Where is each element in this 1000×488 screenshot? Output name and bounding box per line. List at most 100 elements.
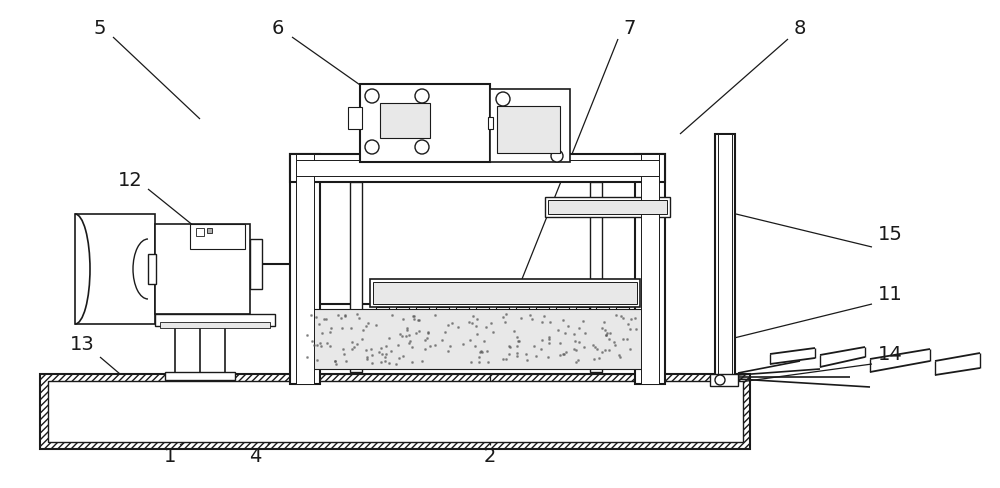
Point bbox=[364, 351, 380, 359]
Point bbox=[509, 343, 525, 350]
Bar bbox=[536, 307, 549, 337]
Point bbox=[518, 350, 534, 358]
Bar bbox=[548, 201, 667, 215]
Point bbox=[427, 341, 443, 349]
Point bbox=[440, 347, 456, 355]
Point bbox=[577, 330, 593, 338]
Point bbox=[555, 317, 571, 325]
Point bbox=[509, 349, 525, 357]
Circle shape bbox=[496, 93, 510, 107]
Bar bbox=[616, 307, 629, 337]
Point bbox=[467, 342, 483, 350]
Point bbox=[312, 339, 328, 346]
Point bbox=[390, 342, 406, 349]
Point bbox=[364, 359, 380, 367]
Point bbox=[497, 319, 513, 327]
Point bbox=[349, 341, 365, 348]
Point bbox=[615, 315, 631, 323]
Point bbox=[571, 325, 587, 332]
Point bbox=[437, 328, 453, 336]
Point bbox=[414, 357, 430, 365]
Point bbox=[465, 313, 481, 321]
Bar bbox=[296, 161, 659, 177]
Point bbox=[351, 314, 367, 322]
Point bbox=[464, 319, 480, 327]
Point bbox=[328, 360, 344, 367]
Point bbox=[358, 346, 374, 354]
Point bbox=[566, 331, 582, 339]
Bar bbox=[290, 155, 320, 384]
Point bbox=[392, 330, 408, 338]
Point bbox=[381, 359, 397, 367]
Point bbox=[587, 344, 603, 351]
Bar bbox=[545, 198, 670, 218]
Point bbox=[594, 348, 610, 356]
Point bbox=[440, 321, 456, 329]
Point bbox=[597, 346, 613, 354]
Point bbox=[334, 325, 350, 332]
Point bbox=[336, 350, 352, 358]
Point bbox=[623, 315, 639, 323]
Bar bbox=[160, 323, 270, 328]
Point bbox=[304, 338, 320, 346]
Point bbox=[349, 311, 365, 319]
Point bbox=[322, 328, 338, 336]
Point bbox=[498, 355, 514, 363]
Point bbox=[455, 340, 471, 348]
Point bbox=[606, 338, 622, 346]
Point bbox=[601, 346, 617, 354]
Bar bbox=[596, 307, 609, 337]
Text: 8: 8 bbox=[794, 19, 806, 38]
Text: 14: 14 bbox=[878, 345, 902, 364]
Point bbox=[373, 358, 389, 366]
Point bbox=[555, 350, 571, 358]
Bar bbox=[635, 155, 665, 384]
Point bbox=[323, 324, 339, 332]
Point bbox=[395, 315, 411, 323]
Point bbox=[468, 323, 484, 331]
Text: 1: 1 bbox=[164, 446, 176, 465]
Point bbox=[473, 348, 489, 356]
Point bbox=[469, 330, 485, 338]
Circle shape bbox=[365, 141, 379, 155]
Point bbox=[408, 329, 424, 337]
Text: 5: 5 bbox=[94, 19, 106, 38]
Point bbox=[378, 343, 394, 350]
Point bbox=[479, 347, 495, 355]
Bar bbox=[490, 90, 570, 163]
Point bbox=[318, 315, 334, 323]
Point bbox=[552, 351, 568, 359]
Point bbox=[622, 345, 638, 353]
Bar bbox=[556, 307, 569, 337]
Point bbox=[534, 319, 550, 326]
Point bbox=[627, 314, 643, 322]
Circle shape bbox=[551, 151, 563, 163]
Point bbox=[611, 351, 627, 359]
Text: 12: 12 bbox=[118, 170, 142, 189]
Bar bbox=[641, 155, 659, 384]
Point bbox=[335, 345, 351, 353]
Bar bbox=[370, 280, 640, 307]
Point bbox=[599, 329, 615, 337]
Bar bbox=[715, 135, 735, 379]
Point bbox=[434, 336, 450, 344]
Bar bbox=[196, 228, 204, 237]
Point bbox=[337, 312, 353, 320]
Point bbox=[541, 334, 557, 342]
Point bbox=[374, 350, 390, 358]
Point bbox=[377, 353, 393, 361]
Bar bbox=[190, 224, 245, 249]
Point bbox=[337, 311, 353, 319]
Point bbox=[495, 314, 511, 322]
Point bbox=[502, 343, 518, 351]
Point bbox=[598, 332, 614, 340]
Point bbox=[344, 345, 360, 353]
Bar bbox=[40, 374, 750, 449]
Bar bbox=[396, 307, 409, 337]
Point bbox=[474, 348, 490, 356]
Bar bbox=[348, 108, 362, 130]
Point bbox=[552, 340, 568, 347]
Text: 2: 2 bbox=[484, 446, 496, 465]
Point bbox=[542, 319, 558, 326]
Point bbox=[575, 317, 591, 325]
